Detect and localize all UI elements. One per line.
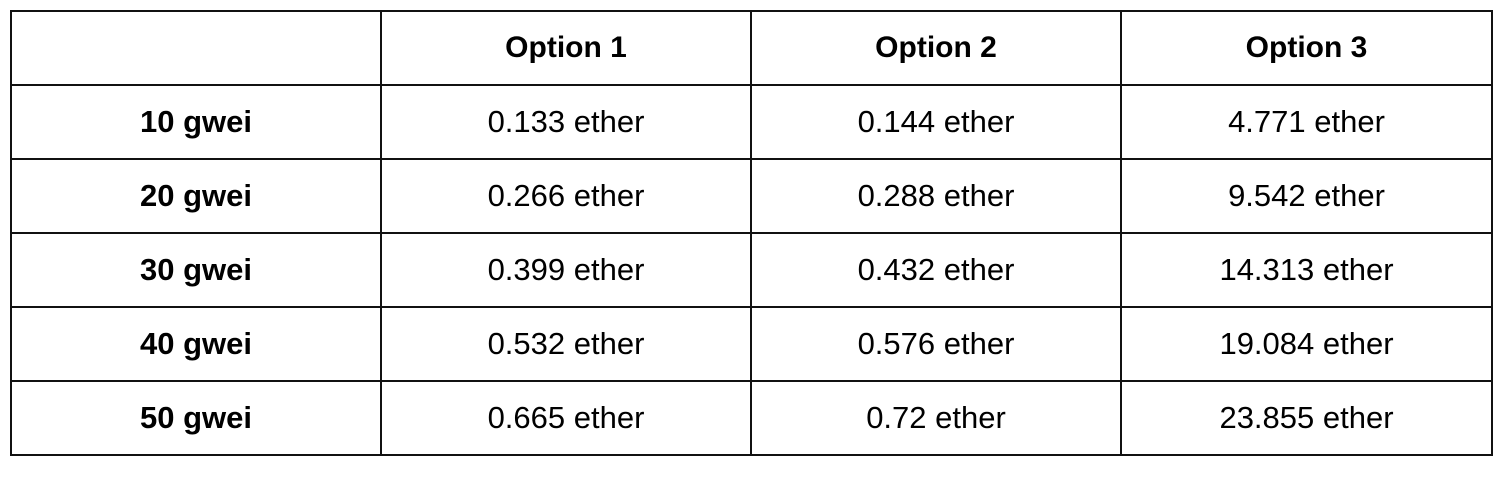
table-cell: 4.771 ether	[1120, 84, 1493, 160]
column-header-option-1: Option 1	[380, 10, 752, 86]
corner-cell	[10, 10, 382, 86]
row-header: 50 gwei	[10, 380, 382, 456]
table-row: 50 gwei 0.665 ether 0.72 ether 23.855 et…	[10, 380, 1493, 456]
table-cell: 9.542 ether	[1120, 158, 1493, 234]
header-row: Option 1 Option 2 Option 3	[10, 10, 1493, 86]
table-cell: 23.855 ether	[1120, 380, 1493, 456]
table-cell: 0.532 ether	[380, 306, 752, 382]
table-row: 40 gwei 0.532 ether 0.576 ether 19.084 e…	[10, 306, 1493, 382]
row-header: 10 gwei	[10, 84, 382, 160]
table-cell: 0.432 ether	[750, 232, 1122, 308]
row-header: 20 gwei	[10, 158, 382, 234]
table-row: 20 gwei 0.266 ether 0.288 ether 9.542 et…	[10, 158, 1493, 234]
table-cell: 0.133 ether	[380, 84, 752, 160]
gas-cost-table-container: Option 1 Option 2 Option 3 10 gwei 0.133…	[10, 10, 1493, 456]
table-cell: 19.084 ether	[1120, 306, 1493, 382]
row-header: 40 gwei	[10, 306, 382, 382]
table-row: 10 gwei 0.133 ether 0.144 ether 4.771 et…	[10, 84, 1493, 160]
column-header-option-2: Option 2	[750, 10, 1122, 86]
table-cell: 0.72 ether	[750, 380, 1122, 456]
table-cell: 0.665 ether	[380, 380, 752, 456]
column-header-option-3: Option 3	[1120, 10, 1493, 86]
table-cell: 14.313 ether	[1120, 232, 1493, 308]
table-cell: 0.288 ether	[750, 158, 1122, 234]
row-header: 30 gwei	[10, 232, 382, 308]
table-row: 30 gwei 0.399 ether 0.432 ether 14.313 e…	[10, 232, 1493, 308]
table-cell: 0.399 ether	[380, 232, 752, 308]
table-cell: 0.144 ether	[750, 84, 1122, 160]
gas-cost-table: Option 1 Option 2 Option 3 10 gwei 0.133…	[10, 10, 1493, 456]
table-cell: 0.576 ether	[750, 306, 1122, 382]
table-cell: 0.266 ether	[380, 158, 752, 234]
